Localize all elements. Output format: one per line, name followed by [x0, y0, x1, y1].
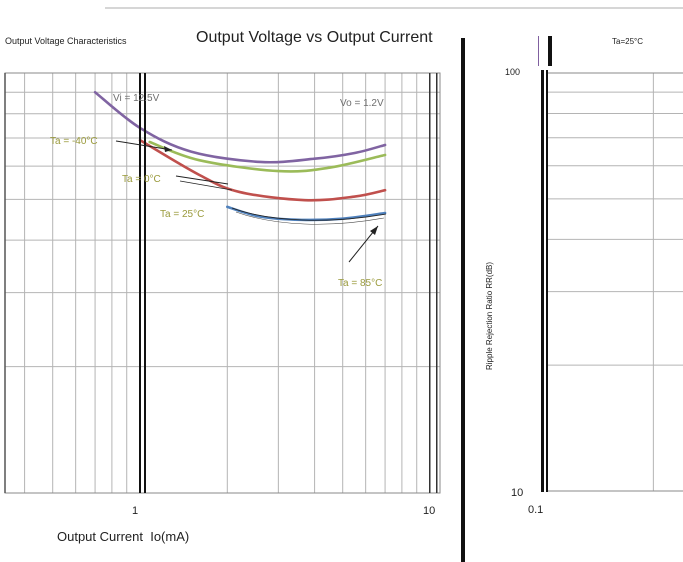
- x-tick-label: 0.1: [528, 504, 543, 516]
- right-y-axis-line-a: [541, 70, 544, 492]
- arrow-head-icon: [164, 146, 172, 152]
- x-tick-label: 10: [423, 505, 435, 517]
- x-decade-line-1b: [144, 73, 146, 493]
- series-line-3: [138, 138, 387, 202]
- header-left-text: Output Voltage Characteristics: [5, 36, 127, 46]
- annotation-vi: Vi = 12.5V: [113, 93, 160, 104]
- y-tick-label: 10: [511, 487, 523, 499]
- annotation-ta-3: Ta = 25°C: [160, 209, 204, 220]
- header-right-text: Ta=25°C: [612, 37, 643, 46]
- x-tick-label: 1: [132, 505, 138, 517]
- x-decade-line-10a: [429, 73, 431, 493]
- chart-title: Output Voltage vs Output Current: [196, 29, 433, 46]
- annotation-ta-2: Ta = 0°C: [122, 174, 161, 185]
- panel-divider: [461, 38, 465, 562]
- annotation-ta-4: Ta = 85°C: [338, 278, 382, 289]
- right-chart-grid: [548, 72, 683, 492]
- annotation-ta-1: Ta = -40°C: [50, 136, 98, 147]
- annotation-leader-3: [179, 180, 233, 191]
- y-tick-label: 100: [505, 67, 520, 77]
- annotation-leader-1: [115, 140, 173, 151]
- x-axis-label: Output Current Io(mA): [57, 529, 189, 544]
- x-decade-line-10b: [436, 73, 438, 493]
- arrow-head-icon: [370, 226, 378, 235]
- left-chart-grid: [4, 72, 441, 494]
- right-y-axis-line-b: [546, 70, 548, 492]
- right-top-marker-thin: [538, 36, 539, 66]
- series-line-2: [148, 140, 387, 173]
- x-decade-line-1a: [139, 73, 141, 493]
- annotation-leader-2: [175, 175, 229, 185]
- blue-curve-hatch: [235, 211, 385, 225]
- annotation-vo: Vo = 1.2V: [340, 98, 384, 109]
- right-top-marker: [548, 36, 552, 66]
- blue-curve-hatch: [231, 207, 387, 221]
- right-y-axis-label: Ripple Rejection Ratio RR(dB): [485, 262, 494, 370]
- left-chart-series: [93, 90, 387, 222]
